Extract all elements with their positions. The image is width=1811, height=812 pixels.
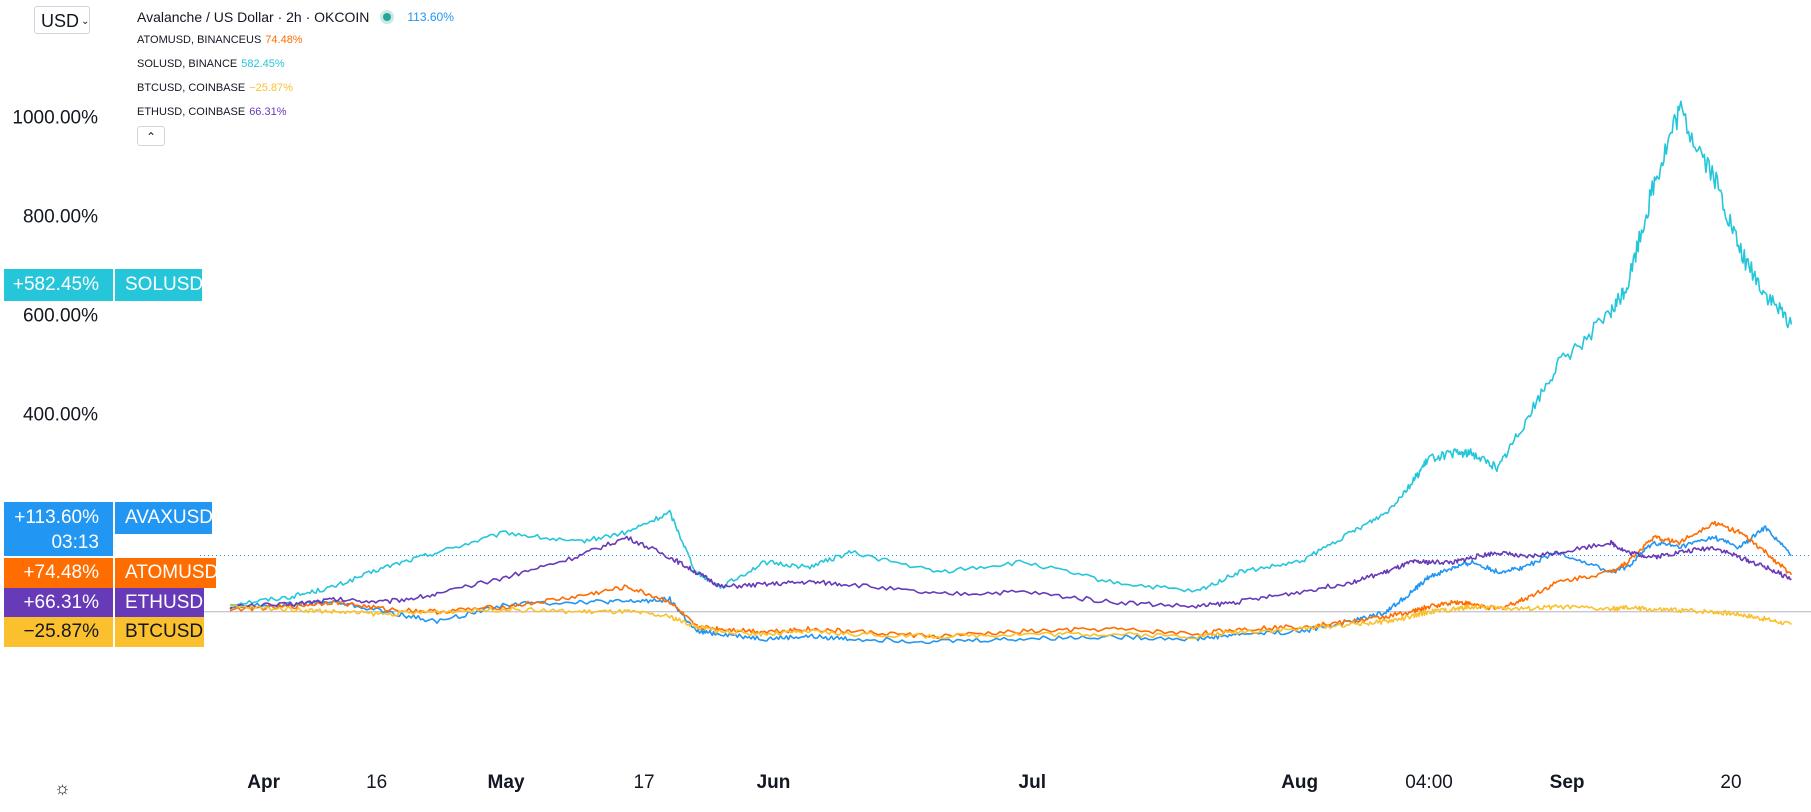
legend-row-name: SOLUSD, BINANCE	[137, 58, 238, 70]
x-tick-label: 04:00	[1405, 772, 1453, 793]
y-tick-label: 1000.00%	[12, 108, 98, 129]
eth-tag-percent: +66.31%	[4, 588, 113, 618]
legend-row-value: 582.45%	[241, 58, 285, 70]
series-line-atomusd	[229, 520, 1793, 640]
x-tick-label: Jun	[757, 772, 791, 793]
x-tick-label: 17	[633, 772, 654, 793]
settings-icon[interactable]: ☼	[54, 778, 71, 798]
legend-row[interactable]: BTCUSD, COINBASE −25.87%	[137, 76, 454, 100]
legend-main-value: 113.60%	[407, 10, 454, 24]
currency-selector[interactable]: USD ⌄	[34, 6, 90, 34]
sol-tag-symbol: SOLUSD	[115, 269, 203, 301]
legend-main-row[interactable]: Avalanche / US Dollar · 2h · OKCOIN 113.…	[137, 6, 454, 28]
avax-tag-symbol: AVAXUSD	[115, 502, 213, 534]
x-tick-label: Jul	[1019, 772, 1046, 793]
eth-tag-symbol: ETHUSD	[115, 588, 204, 618]
legend-main-title: Avalanche / US Dollar · 2h · OKCOIN	[137, 9, 370, 25]
chart-legend: Avalanche / US Dollar · 2h · OKCOIN 113.…	[137, 6, 454, 124]
atom-tag-symbol: ATOMUSD	[115, 558, 218, 588]
y-tick-label: 400.00%	[23, 405, 98, 426]
x-tick-label: Aug	[1281, 772, 1318, 793]
legend-row[interactable]: SOLUSD, BINANCE 582.45%	[137, 52, 454, 76]
avax-price-tag: +113.60% 03:13 AVAXUSD	[4, 502, 213, 556]
sol-price-tag: +582.45% SOLUSD	[4, 269, 203, 301]
y-tick-label: 600.00%	[23, 306, 98, 327]
series-line-solusd	[229, 100, 1793, 607]
x-tick-label: Apr	[247, 772, 280, 793]
atom-tag-percent: +74.48%	[4, 558, 113, 588]
legend-row-name: ATOMUSD, BINANCEUS	[137, 34, 262, 46]
x-tick-label: 16	[366, 772, 387, 793]
legend-row-value: 66.31%	[249, 106, 287, 118]
eth-price-tag: +66.31% ETHUSD	[4, 588, 204, 618]
btc-price-tag: −25.87% BTCUSD	[4, 617, 204, 647]
series-line-ethusd	[229, 535, 1792, 610]
legend-row[interactable]: ETHUSD, COINBASE 66.31%	[137, 100, 454, 124]
x-tick-label: May	[488, 772, 525, 793]
y-tick-label: 800.00%	[23, 207, 98, 228]
atom-price-tag: +74.48% ATOMUSD	[4, 558, 218, 588]
legend-row-value: 74.48%	[265, 34, 303, 46]
legend-row[interactable]: ATOMUSD, BINANCEUS 74.48%	[137, 28, 454, 52]
btc-tag-symbol: BTCUSD	[115, 617, 204, 647]
series-line-avaxusd	[229, 525, 1792, 645]
sol-tag-percent: +582.45%	[4, 269, 113, 301]
series-line-btcusd	[229, 603, 1792, 640]
x-tick-label: Sep	[1550, 772, 1585, 793]
market-status-icon	[383, 13, 392, 21]
btc-tag-percent: −25.87%	[4, 617, 113, 647]
currency-label: USD	[41, 11, 80, 31]
avax-tag-percent: +113.60%	[4, 502, 113, 534]
chevron-down-icon: ⌄	[81, 16, 90, 28]
chevron-up-icon: ⌃	[145, 130, 157, 144]
legend-row-name: ETHUSD, COINBASE	[137, 106, 246, 118]
legend-row-value: −25.87%	[249, 82, 293, 94]
avax-tag-countdown: 03:13	[4, 530, 113, 556]
legend-row-name: BTCUSD, COINBASE	[137, 82, 246, 94]
collapse-legend-button[interactable]: ⌃	[137, 126, 165, 146]
x-tick-label: 20	[1720, 772, 1741, 793]
